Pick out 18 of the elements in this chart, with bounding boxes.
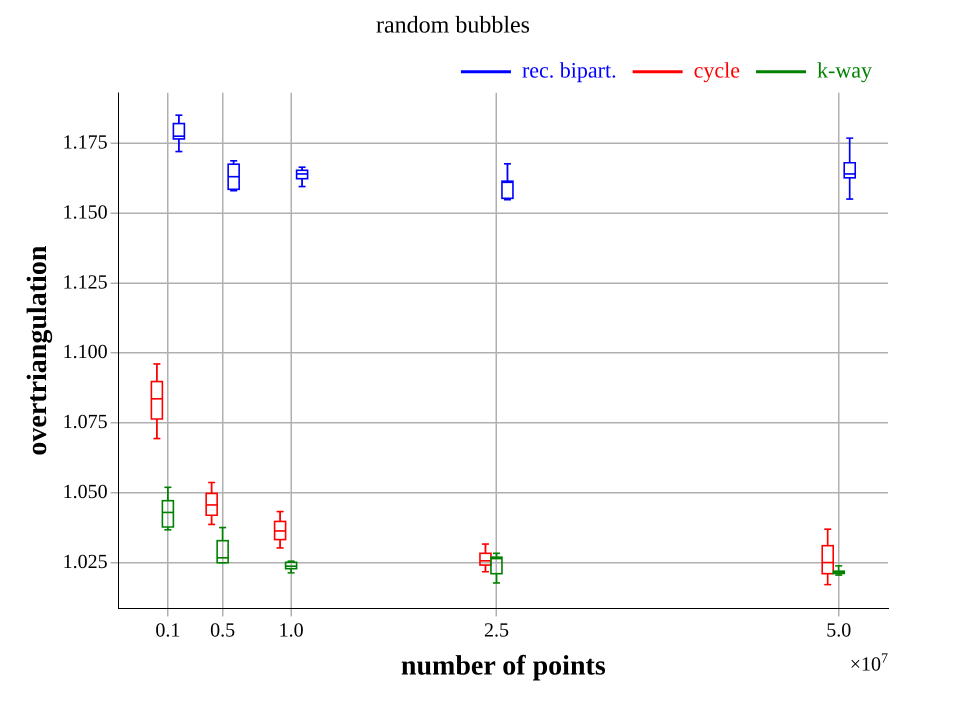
y-tick-label: 1.125 xyxy=(62,271,108,294)
x-tick-label: 0.1 xyxy=(155,620,180,642)
y-tick-label: 1.150 xyxy=(62,201,108,224)
y-tick-label: 1.175 xyxy=(62,131,108,154)
legend-label: rec. bipart. xyxy=(522,58,617,83)
x-tick-label: 5.0 xyxy=(826,620,852,642)
chart-title: random bubbles xyxy=(376,12,530,39)
y-tick-label: 1.100 xyxy=(62,341,108,364)
x-tick-label: 1.0 xyxy=(278,620,304,642)
y-tick-label: 1.025 xyxy=(62,551,108,574)
legend-label: k-way xyxy=(817,58,872,83)
x-axis-title: number of points xyxy=(400,650,606,682)
y-tick-label: 1.075 xyxy=(62,411,108,434)
x-tick-label: 0.5 xyxy=(210,620,236,642)
legend-label: cycle xyxy=(694,58,740,83)
x-tick-label: 2.5 xyxy=(484,620,509,642)
y-tick-label: 1.050 xyxy=(62,481,108,504)
y-axis-title: overtriangulation xyxy=(22,245,54,456)
